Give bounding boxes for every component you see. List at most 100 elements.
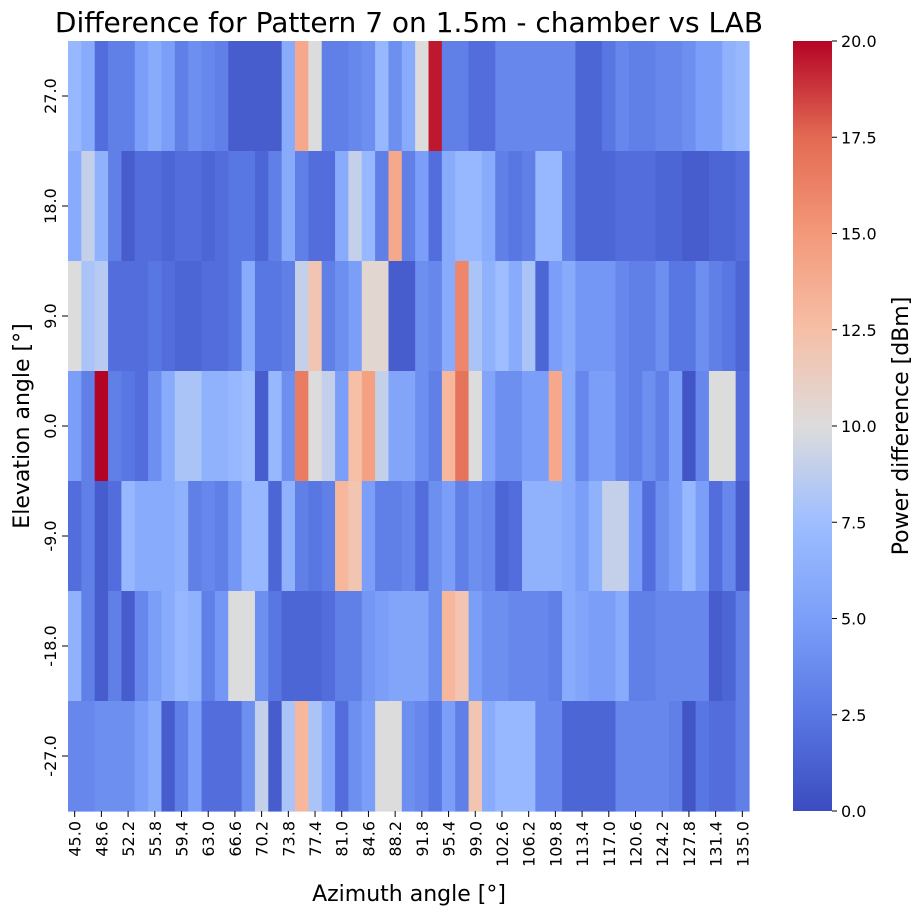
heatmap-cell — [241, 151, 256, 262]
heatmap-cell — [415, 591, 430, 702]
heatmap-cell — [522, 151, 536, 262]
heatmap-cell — [695, 261, 710, 372]
heatmap-cell — [522, 591, 536, 702]
heatmap-cell — [548, 151, 563, 262]
heatmap-cell — [241, 591, 256, 702]
heatmap-cell — [508, 151, 523, 262]
heatmap-cell — [602, 41, 617, 152]
heatmap-cell — [548, 261, 563, 372]
heatmap-cell — [668, 151, 683, 262]
heatmap-cell — [428, 41, 443, 152]
heatmap-cell — [535, 701, 550, 812]
heatmap-cell — [201, 151, 216, 262]
heatmap-cell — [388, 371, 403, 482]
heatmap-cell — [161, 701, 176, 812]
heatmap-cell — [148, 41, 163, 152]
heatmap-cell — [375, 261, 390, 372]
heatmap-cell — [375, 481, 390, 592]
heatmap-cell — [161, 371, 176, 482]
heatmap-cell — [228, 261, 243, 372]
heatmap-cell — [348, 151, 363, 262]
heatmap-cell — [335, 371, 350, 482]
heatmap-cell — [134, 701, 149, 812]
heatmap-cell — [708, 371, 723, 482]
heatmap-cell — [695, 481, 710, 592]
heatmap-cell — [295, 701, 309, 812]
heatmap-cell — [188, 591, 203, 702]
heatmap-cell — [201, 481, 216, 592]
heatmap-cell — [228, 151, 243, 262]
heatmap-cell — [495, 151, 510, 262]
heatmap-cell — [441, 41, 456, 152]
heatmap-cell — [708, 261, 723, 372]
heatmap-cell — [121, 591, 136, 702]
heatmap-cell — [535, 481, 550, 592]
colorbar-tick-label: 12.5 — [841, 321, 877, 340]
heatmap-cell — [174, 481, 189, 592]
heatmap-cell — [228, 41, 243, 152]
heatmap-cell — [628, 591, 643, 702]
heatmap-cell — [295, 41, 309, 152]
heatmap-cell — [268, 261, 283, 372]
heatmap-cell — [108, 371, 123, 482]
heatmap-cell — [468, 701, 483, 812]
heatmap-cell — [295, 151, 309, 262]
heatmap-cell — [481, 261, 496, 372]
heatmap-cell — [508, 591, 523, 702]
heatmap-cell — [148, 151, 163, 262]
heatmap-cell — [615, 261, 630, 372]
heatmap-cell — [481, 701, 496, 812]
x-tick-label: 45.0 — [66, 821, 85, 857]
heatmap-cell — [134, 41, 149, 152]
heatmap-cell — [695, 151, 710, 262]
heatmap-cell — [388, 151, 403, 262]
heatmap-cell — [134, 591, 149, 702]
heatmap-cell — [575, 151, 590, 262]
heatmap-cell — [548, 701, 563, 812]
heatmap-cell — [348, 261, 363, 372]
x-tick-label: 113.4 — [573, 821, 592, 867]
heatmap-cell — [94, 591, 109, 702]
heatmap-cell — [148, 371, 163, 482]
heatmap-cell — [428, 591, 443, 702]
heatmap-cell — [615, 591, 630, 702]
heatmap-cell — [241, 261, 256, 372]
heatmap-cell — [68, 701, 82, 812]
heatmap-cell — [682, 41, 697, 152]
heatmap-cell — [575, 481, 590, 592]
heatmap-cell — [108, 261, 123, 372]
heatmap-cell — [281, 41, 296, 152]
heatmap-cell — [335, 41, 350, 152]
heatmap-cell — [548, 371, 563, 482]
heatmap-cell — [401, 591, 416, 702]
heatmap-cell — [642, 151, 657, 262]
heatmap-cell — [508, 481, 523, 592]
heatmap-cell — [655, 41, 670, 152]
x-tick-label: 127.8 — [680, 821, 699, 867]
heatmap-cell — [588, 151, 603, 262]
heatmap-cell — [468, 261, 483, 372]
x-tick-label: 88.2 — [386, 821, 405, 857]
heatmap-cell — [668, 591, 683, 702]
heatmap-cell — [575, 591, 590, 702]
heatmap-cell — [148, 591, 163, 702]
heatmap-cell — [254, 371, 269, 482]
heatmap-cell — [161, 261, 176, 372]
heatmap-cell — [214, 41, 229, 152]
heatmap-cell — [348, 371, 363, 482]
heatmap-cell — [722, 261, 737, 372]
y-tick-label: 0.0 — [41, 413, 60, 438]
heatmap-cell — [642, 701, 657, 812]
heatmap-cell — [468, 151, 483, 262]
heatmap-cell — [695, 41, 710, 152]
x-axis-ticks: 45.0 48.6 52.2 55.8 59.4 63.0 66.6 70.2 73.8 77.4… — [66, 811, 752, 867]
heatmap-cell — [121, 371, 136, 482]
colorbar-tick-label: 20.0 — [841, 32, 877, 51]
chart-title: Difference for Pattern 7 on 1.5m - chamb… — [55, 6, 763, 39]
heatmap-cell — [615, 151, 630, 262]
heatmap-cell — [428, 371, 443, 482]
heatmap-cell — [562, 371, 577, 482]
heatmap-cell — [695, 701, 710, 812]
heatmap-cell — [81, 41, 96, 152]
x-tick-label: 84.6 — [359, 821, 378, 857]
